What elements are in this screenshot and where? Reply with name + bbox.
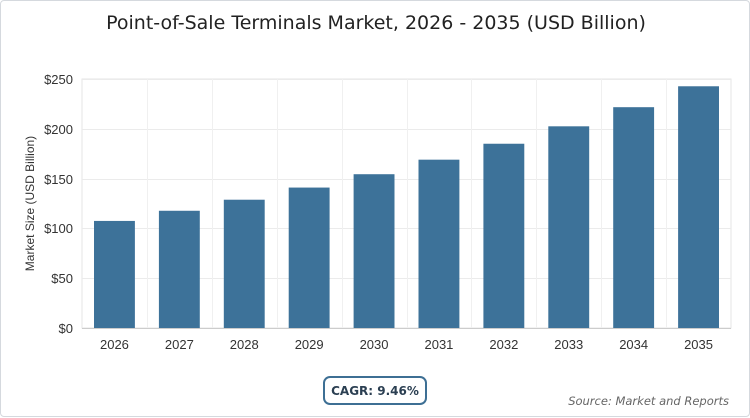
x-tick-label: 2027 — [165, 337, 194, 352]
y-tick-label: $0 — [59, 321, 73, 336]
x-tick-label: 2029 — [295, 337, 324, 352]
x-tick-label: 2032 — [489, 337, 518, 352]
bar — [548, 126, 590, 328]
bar — [353, 174, 395, 328]
y-tick-label: $200 — [44, 122, 73, 137]
cagr-badge: CAGR: 9.46% — [323, 376, 427, 405]
bar — [223, 199, 265, 328]
bar — [613, 107, 655, 328]
bar — [678, 86, 719, 328]
x-tick-label: 2031 — [424, 337, 453, 352]
y-tick-label: $50 — [51, 271, 73, 286]
y-tick-label: $100 — [44, 221, 73, 236]
x-tick-label: 2035 — [684, 337, 713, 352]
bar — [418, 159, 460, 328]
bar — [94, 220, 135, 328]
y-tick-label: $150 — [44, 172, 73, 187]
bar — [483, 143, 525, 328]
source-note: Source: Market and Reports — [568, 394, 729, 408]
x-tick-label: 2028 — [230, 337, 259, 352]
bar — [158, 210, 200, 328]
x-tick-label: 2033 — [554, 337, 583, 352]
y-axis-title: Market Size (USD Billion) — [23, 136, 37, 271]
bar — [288, 187, 330, 328]
x-tick-label: 2026 — [100, 337, 129, 352]
x-tick-label: 2030 — [360, 337, 389, 352]
y-tick-label: $250 — [44, 72, 73, 87]
x-tick-label: 2034 — [619, 337, 648, 352]
chart-title: Point-of-Sale Terminals Market, 2026 - 2… — [106, 12, 646, 34]
